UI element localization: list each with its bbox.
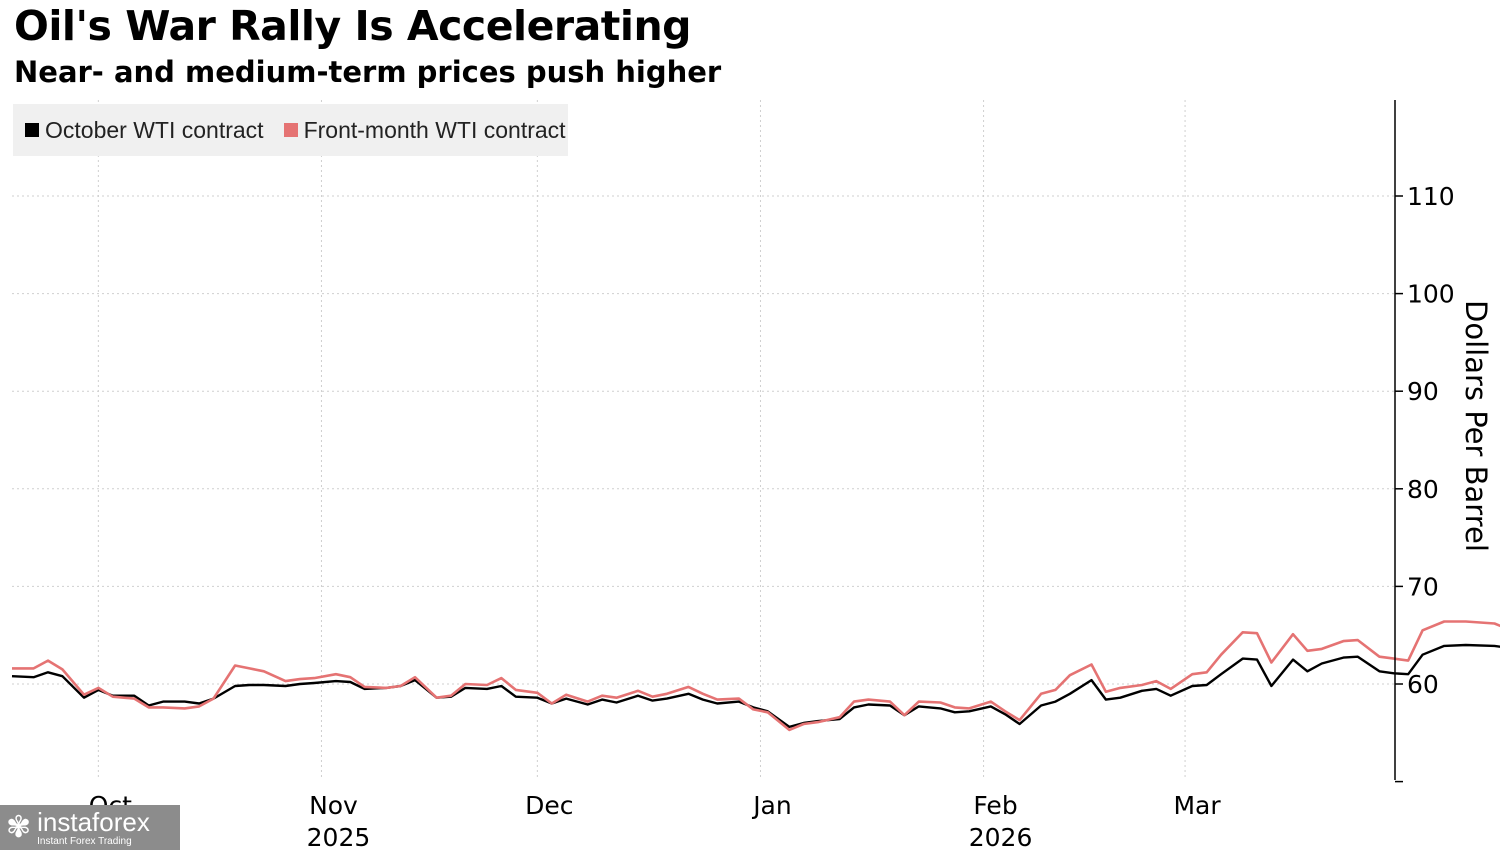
x-year-label-2026: 2026 [969,823,1033,850]
x-tick-label-nov: Nov [309,791,358,820]
series-layer [11,620,1500,732]
y-tick-label-100: 100 [1407,280,1455,309]
watermark-brand: instaforex [37,806,150,837]
watermark-tagline: Instant Forex Trading [37,835,132,847]
series-october-wti [11,643,1500,729]
chart-subtitle: Near- and medium-term prices push higher [14,55,722,89]
legend-label-front-month: Front-month WTI contract [303,116,566,143]
legend-swatch-october [25,123,39,137]
series-front-month-wti [12,620,1500,732]
x-year-label-2025: 2025 [307,823,371,850]
chart-title: Oil's War Rally Is Accelerating [14,2,691,50]
y-axis-label: Dollars Per Barrel [1459,300,1493,552]
x-tick-label-dec: Dec [525,791,573,820]
legend: October WTI contract Front-month WTI con… [13,104,568,156]
legend-item-october: October WTI contract [25,117,264,144]
x-axis-labels: OctNovDecJanFebMar20252026 [89,791,1222,850]
grid-lines [12,100,1395,780]
watermark: ✾ instaforex Instant Forex Trading [0,805,180,850]
x-tick-label-feb: Feb [973,791,1017,820]
legend-swatch-front-month [283,123,298,137]
x-tick-label-mar: Mar [1173,791,1221,820]
y-tick-label-80: 80 [1407,475,1439,504]
y-axis: 60 70 80 90 100 110 [1394,100,1455,783]
instaforex-logo-icon: ✾ [6,810,32,844]
y-tick-label-90: 90 [1407,377,1439,406]
y-tick-label-60: 60 [1407,670,1439,699]
y-tick-label-70: 70 [1407,572,1439,601]
legend-item-front-month: Front-month WTI contract [283,116,566,144]
x-tick-label-jan: Jan [751,791,792,820]
y-tick-label-110: 110 [1407,182,1455,211]
legend-label-october: October WTI contract [45,116,264,143]
